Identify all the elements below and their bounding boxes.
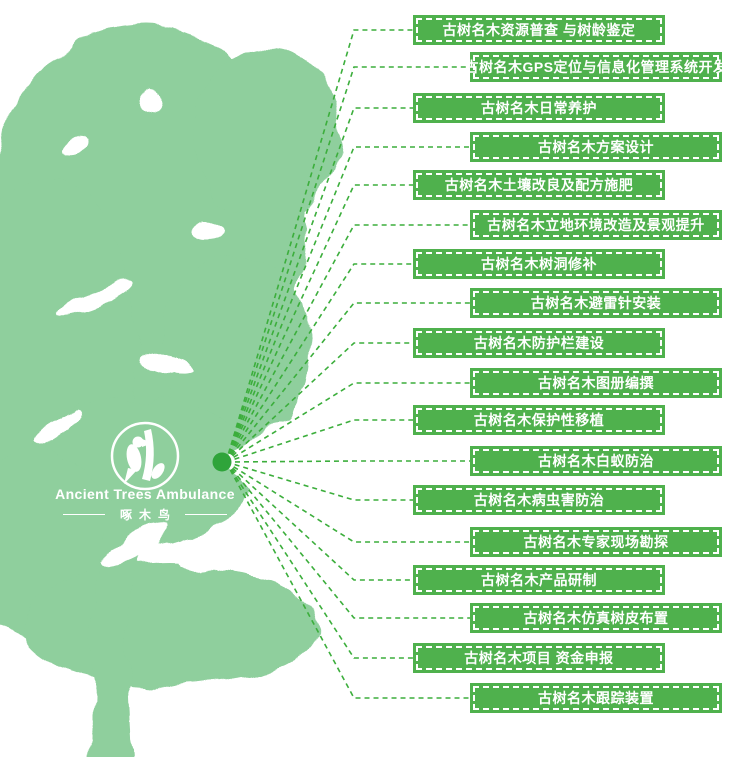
service-banner-label: 古树名木资源普查 与树龄鉴定 (442, 22, 636, 38)
connector-line (225, 107, 413, 463)
connector-line (225, 263, 413, 463)
connector-line (225, 461, 470, 543)
service-banner-soil-improvement[interactable]: 古树名木土壤改良及配方施肥 (413, 170, 665, 200)
service-banner-label: 古树名木日常养护 (481, 100, 597, 116)
connector-line (225, 419, 413, 463)
logo-branch-shape (142, 429, 154, 481)
service-banner-label: 古树名木仿真树皮布置 (523, 610, 669, 626)
service-banner-daily-care[interactable]: 古树名木日常养护 (413, 93, 665, 123)
woodpecker-body-icon (126, 444, 142, 472)
connector-line (225, 29, 413, 463)
service-banner-resource-survey[interactable]: 古树名木资源普查 与树龄鉴定 (413, 15, 665, 45)
service-banner-guardrail[interactable]: 古树名木防护栏建设 (413, 328, 665, 358)
connector-line (225, 461, 413, 581)
connector-line (225, 184, 413, 463)
service-banner-tracking-device[interactable]: 古树名木跟踪装置 (470, 683, 722, 713)
service-banner-label: 古树名木保护性移植 (473, 412, 605, 428)
service-banner-pest-control[interactable]: 古树名木病虫害防治 (413, 485, 665, 515)
service-banner-label: 古树名木土壤改良及配方施肥 (444, 177, 634, 193)
service-banner-label: 古树名木白蚁防治 (538, 453, 654, 469)
service-banner-label: 古树名木树洞修补 (481, 256, 597, 272)
service-banner-label: 古树名木产品研制 (481, 572, 597, 588)
service-banner-label: 古树名木避雷针安装 (530, 295, 662, 311)
connector-line (225, 146, 470, 463)
service-banner-label: 古树名木项目 资金申报 (464, 650, 614, 666)
connector-line (225, 461, 413, 659)
subtitle-divider-right (185, 514, 227, 515)
logo-name: Ancient Trees Ambulance (55, 486, 235, 502)
connector-line (225, 66, 470, 463)
service-banner-label: 古树名木立地环境改造及景观提升 (487, 217, 705, 233)
tree-canopy (0, 25, 340, 757)
service-banner-site-environment[interactable]: 古树名木立地环境改造及景观提升 (470, 210, 722, 240)
service-banner-label: 古树名木图册编撰 (538, 375, 654, 391)
connector-line (225, 224, 470, 463)
service-banner-label: 古树名木专家现场勘探 (523, 534, 669, 550)
logo-circle-icon (110, 421, 180, 491)
connector-line (225, 302, 470, 463)
woodpecker-beak-icon (142, 439, 153, 447)
service-banner-faux-bark[interactable]: 古树名木仿真树皮布置 (470, 603, 722, 633)
connector-line (225, 460, 470, 463)
service-banner-product-development[interactable]: 古树名木产品研制 (413, 565, 665, 595)
service-banner-hollow-repair[interactable]: 古树名木树洞修补 (413, 249, 665, 279)
connector-line (225, 461, 413, 501)
service-banner-album-compilation[interactable]: 古树名木图册编撰 (470, 368, 722, 398)
connector-line (225, 382, 470, 463)
woodpecker-tail-icon (124, 468, 137, 484)
service-banner-plan-design[interactable]: 古树名木方案设计 (470, 132, 722, 162)
service-banner-label: 古树名木GPS定位与信息化管理系统开发 (464, 59, 728, 75)
connector-lines (225, 29, 470, 699)
logo-icon (110, 421, 180, 491)
service-banner-protective-transplant[interactable]: 古树名木保护性移植 (413, 405, 665, 435)
logo-text-block: Ancient Trees Ambulance 啄木鸟 (45, 486, 245, 523)
tree-silhouette (0, 25, 342, 757)
woodpecker-head-icon (132, 436, 144, 448)
hub-dot (212, 452, 232, 472)
service-banner-expert-survey[interactable]: 古树名木专家现场勘探 (470, 527, 722, 557)
service-banner-funding-application[interactable]: 古树名木项目 资金申报 (413, 643, 665, 673)
service-banner-gps-system[interactable]: 古树名木GPS定位与信息化管理系统开发 (464, 52, 727, 82)
service-banner-label: 古树名木方案设计 (538, 139, 654, 155)
connector-line (225, 342, 413, 463)
service-banner-label: 古树名木跟踪装置 (538, 690, 654, 706)
service-banner-label: 古树名木防护栏建设 (473, 335, 605, 351)
service-banner-termite-control[interactable]: 古树名木白蚁防治 (470, 446, 722, 476)
service-banner-lightning-rod[interactable]: 古树名木避雷针安装 (470, 288, 722, 318)
logo-subtitle-row: 啄木鸟 (45, 506, 245, 523)
connector-line (225, 461, 470, 699)
connector-line (225, 461, 470, 619)
service-banner-label: 古树名木病虫害防治 (473, 492, 605, 508)
leaf-icon (151, 463, 165, 479)
subtitle-divider-left (62, 514, 105, 515)
logo-subtitle: 啄木鸟 (119, 508, 177, 522)
